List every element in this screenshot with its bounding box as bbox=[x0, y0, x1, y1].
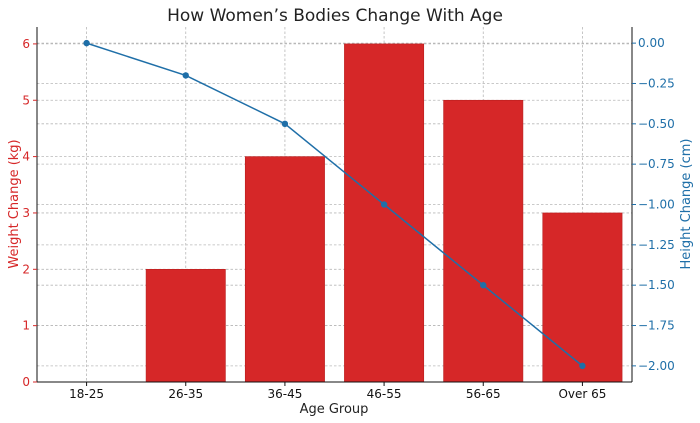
axes: 18-25 26-35 36-45 46-55 56-65 Over 65 0 1 2 3 4 5 6 0… bbox=[22, 27, 675, 401]
bar bbox=[542, 212, 623, 383]
line-point bbox=[281, 120, 289, 128]
bar bbox=[344, 43, 425, 383]
grid bbox=[37, 27, 632, 383]
y-right-tick-label: −0.75 bbox=[638, 157, 675, 171]
x-tick-label: 36-45 bbox=[267, 387, 302, 401]
height-line bbox=[86, 42, 583, 367]
y-left-tick-label: 4 bbox=[22, 150, 30, 164]
line-point bbox=[83, 39, 90, 47]
y-right-tick-label: −1.25 bbox=[638, 238, 675, 252]
y-left-tick-label: 1 bbox=[22, 319, 30, 333]
line-series-height bbox=[83, 39, 586, 370]
y-axis-left-title: Weight Change (kg) bbox=[7, 139, 22, 268]
line-point bbox=[380, 201, 388, 208]
y-left-tick-label: 0 bbox=[22, 375, 30, 389]
x-tick-label: 18-25 bbox=[69, 387, 104, 401]
y-right-tick-label: −2.00 bbox=[638, 359, 675, 373]
y-right-tick-label: −0.25 bbox=[638, 76, 675, 90]
y-axis-right-title: Height Change (cm) bbox=[679, 139, 694, 270]
bar bbox=[145, 269, 226, 383]
x-tick-label: Over 65 bbox=[558, 387, 606, 401]
x-tick-label: 46-55 bbox=[367, 387, 402, 401]
y-right-tick-label: −1.00 bbox=[638, 198, 675, 212]
y-left-tick-label: 5 bbox=[22, 93, 30, 107]
bar bbox=[244, 156, 325, 383]
bar bbox=[443, 99, 524, 383]
line-point bbox=[480, 281, 487, 289]
x-axis-title: Age Group bbox=[300, 402, 369, 417]
x-tick-label: 56-65 bbox=[466, 387, 501, 401]
bar-series-weight bbox=[145, 43, 623, 383]
chart-title: How Women’s Bodies Change With Age bbox=[167, 6, 503, 26]
y-right-tick-label: 0.00 bbox=[638, 36, 665, 50]
line-point bbox=[182, 72, 189, 79]
x-tick-label: 26-35 bbox=[168, 387, 203, 401]
y-right-tick-label: −1.50 bbox=[638, 278, 675, 292]
y-left-tick-label: 6 bbox=[22, 37, 30, 51]
line-point bbox=[579, 362, 586, 370]
y-right-tick-label: −0.50 bbox=[638, 117, 675, 131]
y-left-tick-label: 3 bbox=[22, 206, 30, 220]
y-left-tick-label: 2 bbox=[22, 262, 30, 276]
y-right-tick-label: −1.75 bbox=[638, 319, 675, 333]
